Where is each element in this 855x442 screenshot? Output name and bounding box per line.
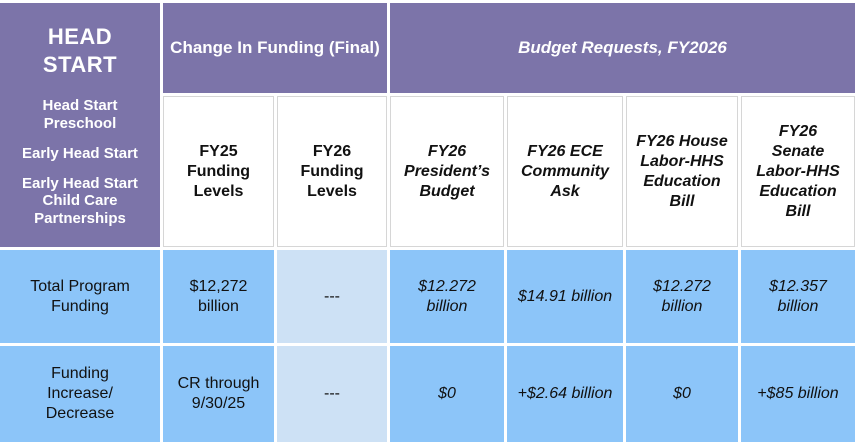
cell-increase-fy25: CR through 9/30/25	[163, 346, 274, 442]
page-title: HEAD START	[42, 24, 118, 77]
col-header-fy26-presidents-budget: FY26 President’s Budget	[390, 96, 504, 247]
col-header-fy26-ece-community-ask: FY26 ECE Community Ask	[507, 96, 623, 247]
cell-total-funding-ece-ask: $14.91 billion	[507, 250, 623, 343]
program-item-early-head-start: Early Head Start	[22, 144, 138, 162]
program-item-ehs-child-care-partnerships: Early Head Start Child Care Partnerships	[22, 175, 138, 227]
col-header-fy25-funding-levels: FY25 Funding Levels	[163, 96, 274, 247]
program-header-cell: HEAD START Head Start Preschool Early He…	[0, 3, 160, 247]
cell-total-funding-senate-bill: $12.357 billion	[741, 250, 855, 343]
cell-total-funding-fy26: ---	[277, 250, 387, 343]
col-header-fy26-house-labor-hhs-bill: FY26 House Labor-HHS Education Bill	[626, 96, 738, 247]
program-item-head-start-preschool: Head Start Preschool	[42, 97, 118, 132]
row-label-funding-increase-decrease: Funding Increase/ Decrease	[0, 346, 160, 442]
cell-increase-fy26: ---	[277, 346, 387, 442]
cell-total-funding-fy25: $12,272 billion	[163, 250, 274, 343]
group-header-budget-requests: Budget Requests, FY2026	[390, 3, 855, 93]
cell-increase-house-bill: $0	[626, 346, 738, 442]
col-header-fy26-funding-levels: FY26 Funding Levels	[277, 96, 387, 247]
cell-increase-ece-ask: +$2.64 billion	[507, 346, 623, 442]
cell-increase-senate-bill: +$85 billion	[741, 346, 855, 442]
col-header-fy26-senate-labor-hhs-bill: FY26 Senate Labor-HHS Education Bill	[741, 96, 855, 247]
row-label-total-program-funding: Total Program Funding	[0, 250, 160, 343]
cell-increase-presidents-budget: $0	[390, 346, 504, 442]
group-header-change-in-funding: Change In Funding (Final)	[163, 3, 387, 93]
cell-total-funding-house-bill: $12.272 billion	[626, 250, 738, 343]
cell-total-funding-presidents-budget: $12.272 billion	[390, 250, 504, 343]
